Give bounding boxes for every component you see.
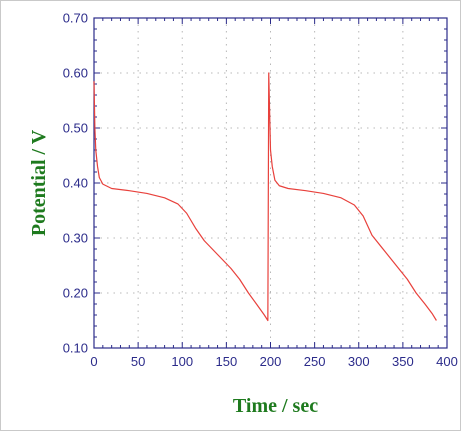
x-tick-label: 0 [90,354,97,369]
tick-layer: 0 50 100 150 200 250 300 350 400 0.10 0.20 0.30 0.40… [63,11,458,370]
y-tick-label: 0.50 [63,121,88,136]
y-axis-title: Potential / V [28,129,50,236]
series-layer [93,72,437,322]
x-tick-label: 350 [392,354,414,369]
series-line [93,72,437,322]
x-tick-label: 250 [304,354,326,369]
x-axis-title: Time / sec [233,395,318,417]
y-tick-label: 0.60 [63,66,88,81]
y-tick-label: 0.40 [63,176,88,191]
x-tick-label: 300 [348,354,370,369]
x-tick-label: 50 [131,354,145,369]
x-tick-label: 150 [216,354,238,369]
y-tick-label: 0.70 [63,11,88,26]
x-tick-label: 100 [171,354,193,369]
x-tick-label: 400 [436,354,458,369]
x-tick-label: 200 [260,354,282,369]
grid-layer [94,18,447,348]
y-tick-label: 0.30 [63,231,88,246]
y-tick-label: 0.10 [63,341,88,356]
y-tick-label: 0.20 [63,286,88,301]
